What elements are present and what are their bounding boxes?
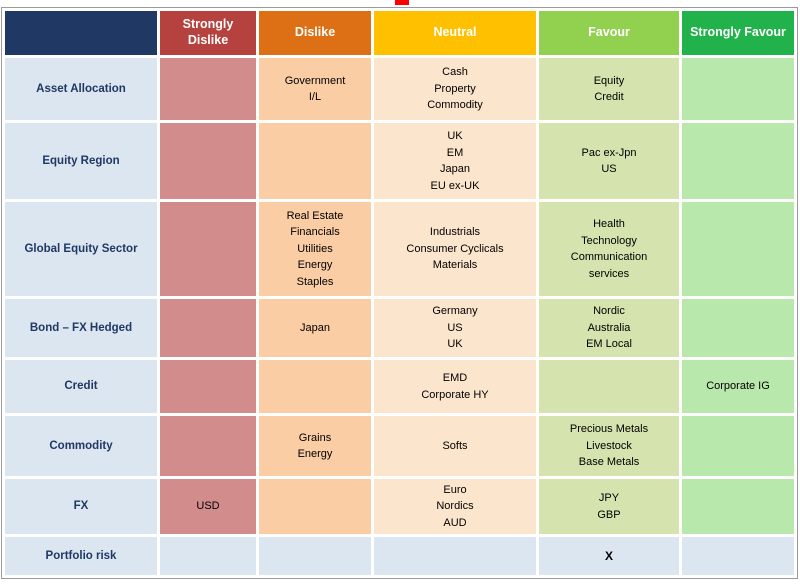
cell-fx-favour: JPY GBP	[539, 479, 679, 534]
cell-equity-region-neutral: UK EM Japan EU ex-UK	[374, 123, 536, 199]
cell-commodity-dislike: Grains Energy	[259, 416, 371, 476]
cell-portfolio-risk-favour: X	[539, 537, 679, 575]
cell-asset-allocation-favour: Equity Credit	[539, 58, 679, 120]
column-header-strongly-favour: Strongly Favour	[682, 11, 794, 55]
cell-global-equity-sector-strongly-dislike	[160, 202, 256, 296]
column-header-favour: Favour	[539, 11, 679, 55]
cell-global-equity-sector-dislike: Real Estate Financials Utilities Energy …	[259, 202, 371, 296]
cell-global-equity-sector-favour: Health Technology Communication services	[539, 202, 679, 296]
cell-asset-allocation-dislike: Government I/L	[259, 58, 371, 120]
row-label-global-equity-sector: Global Equity Sector	[5, 202, 157, 296]
cell-equity-region-strongly-favour	[682, 123, 794, 199]
cell-bond-fx-hedged-strongly-dislike	[160, 299, 256, 357]
cell-portfolio-risk-neutral	[374, 537, 536, 575]
cell-equity-region-strongly-dislike	[160, 123, 256, 199]
cell-portfolio-risk-strongly-favour	[682, 537, 794, 575]
row-label-commodity: Commodity	[5, 416, 157, 476]
cell-credit-favour	[539, 360, 679, 413]
cell-commodity-strongly-dislike	[160, 416, 256, 476]
cell-fx-neutral: Euro Nordics AUD	[374, 479, 536, 534]
column-header-dislike: Dislike	[259, 11, 371, 55]
cell-asset-allocation-strongly-favour	[682, 58, 794, 120]
column-header-strongly-dislike: Strongly Dislike	[160, 11, 256, 55]
cell-credit-dislike	[259, 360, 371, 413]
cell-fx-dislike	[259, 479, 371, 534]
row-label-equity-region: Equity Region	[5, 123, 157, 199]
cell-fx-strongly-favour	[682, 479, 794, 534]
row-label-fx: FX	[5, 479, 157, 534]
cell-bond-fx-hedged-neutral: Germany US UK	[374, 299, 536, 357]
cell-commodity-strongly-favour	[682, 416, 794, 476]
cell-commodity-neutral: Softs	[374, 416, 536, 476]
cell-equity-region-favour: Pac ex-Jpn US	[539, 123, 679, 199]
cell-credit-neutral: EMD Corporate HY	[374, 360, 536, 413]
cell-global-equity-sector-neutral: Industrials Consumer Cyclicals Materials	[374, 202, 536, 296]
preference-table-frame: Strongly Dislike Dislike Neutral Favour Stro…	[1, 7, 798, 579]
corner-header	[5, 11, 157, 55]
preference-table: Strongly Dislike Dislike Neutral Favour Stro…	[2, 8, 797, 578]
row-label-portfolio-risk: Portfolio risk	[5, 537, 157, 575]
cell-asset-allocation-strongly-dislike	[160, 58, 256, 120]
cell-portfolio-risk-dislike	[259, 537, 371, 575]
top-red-artifact	[395, 0, 409, 5]
cell-asset-allocation-neutral: Cash Property Commodity	[374, 58, 536, 120]
cell-fx-strongly-dislike: USD	[160, 479, 256, 534]
cell-portfolio-risk-strongly-dislike	[160, 537, 256, 575]
row-label-credit: Credit	[5, 360, 157, 413]
cell-bond-fx-hedged-favour: Nordic Australia EM Local	[539, 299, 679, 357]
cell-credit-strongly-dislike	[160, 360, 256, 413]
cell-commodity-favour: Precious Metals Livestock Base Metals	[539, 416, 679, 476]
column-header-neutral: Neutral	[374, 11, 536, 55]
cell-equity-region-dislike	[259, 123, 371, 199]
cell-bond-fx-hedged-strongly-favour	[682, 299, 794, 357]
row-label-bond-fx-hedged: Bond – FX Hedged	[5, 299, 157, 357]
row-label-asset-allocation: Asset Allocation	[5, 58, 157, 120]
cell-bond-fx-hedged-dislike: Japan	[259, 299, 371, 357]
cell-global-equity-sector-strongly-favour	[682, 202, 794, 296]
cell-credit-strongly-favour: Corporate IG	[682, 360, 794, 413]
